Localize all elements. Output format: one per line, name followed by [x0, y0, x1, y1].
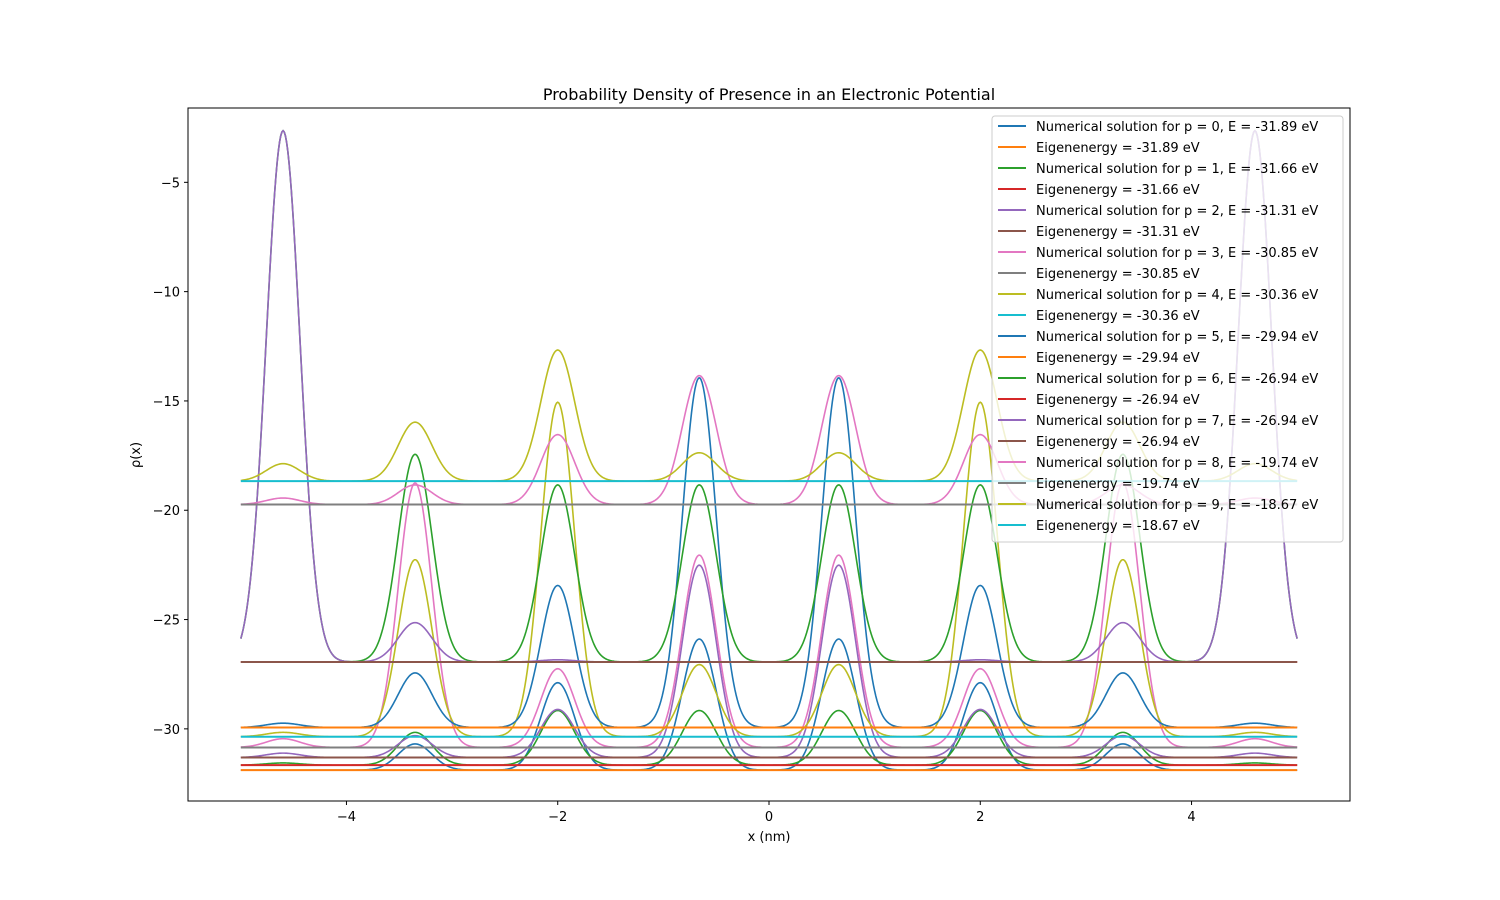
legend-label: Numerical solution for p = 3, E = -30.85…: [1036, 246, 1318, 261]
legend-label: Numerical solution for p = 7, E = -26.94…: [1036, 414, 1318, 429]
legend-label: Eigenenergy = -29.94 eV: [1036, 351, 1200, 366]
x-tick-label: −4: [337, 810, 356, 825]
y-tick-label: −25: [153, 614, 180, 629]
legend-label: Eigenenergy = -30.85 eV: [1036, 267, 1200, 282]
legend-label: Numerical solution for p = 6, E = -26.94…: [1036, 372, 1318, 387]
x-axis: −4 −2 0 2 4: [337, 801, 1196, 825]
legend-label: Eigenenergy = -31.31 eV: [1036, 225, 1200, 240]
legend-label: Numerical solution for p = 9, E = -18.67…: [1036, 498, 1318, 513]
legend-label: Numerical solution for p = 4, E = -30.36…: [1036, 288, 1318, 303]
legend-label: Eigenenergy = -31.66 eV: [1036, 183, 1200, 198]
y-tick-label: −30: [153, 723, 180, 738]
x-tick-label: 0: [765, 810, 773, 825]
x-axis-label: x (nm): [748, 830, 791, 845]
legend-label: Eigenenergy = -19.74 eV: [1036, 477, 1200, 492]
legend-label: Numerical solution for p = 5, E = -29.94…: [1036, 330, 1318, 345]
legend-label: Numerical solution for p = 8, E = -19.74…: [1036, 456, 1318, 471]
x-tick-label: −2: [548, 810, 567, 825]
y-tick-label: −5: [161, 176, 180, 191]
y-tick-label: −10: [153, 286, 180, 301]
x-tick-label: 2: [976, 810, 984, 825]
legend-label: Eigenenergy = -26.94 eV: [1036, 435, 1200, 450]
y-axis: −5 −10 −15 −20 −25 −30: [153, 176, 188, 738]
y-axis-label: ρ(x): [129, 442, 144, 468]
legend-box: [991, 115, 1344, 543]
legend: Numerical solution for p = 0, E = -31.89…: [991, 115, 1344, 543]
legend-label: Numerical solution for p = 2, E = -31.31…: [1036, 204, 1318, 219]
legend-label: Eigenenergy = -18.67 eV: [1036, 519, 1200, 534]
legend-label: Numerical solution for p = 1, E = -31.66…: [1036, 162, 1318, 177]
x-tick-label: 4: [1187, 810, 1195, 825]
legend-label: Eigenenergy = -26.94 eV: [1036, 393, 1200, 408]
legend-label: Eigenenergy = -30.36 eV: [1036, 309, 1200, 324]
legend-label: Numerical solution for p = 0, E = -31.89…: [1036, 120, 1318, 135]
y-tick-label: −20: [153, 504, 180, 519]
chart-title: Probability Density of Presence in an El…: [543, 85, 995, 104]
y-tick-label: −15: [153, 395, 180, 410]
legend-label: Eigenenergy = -31.89 eV: [1036, 141, 1200, 156]
